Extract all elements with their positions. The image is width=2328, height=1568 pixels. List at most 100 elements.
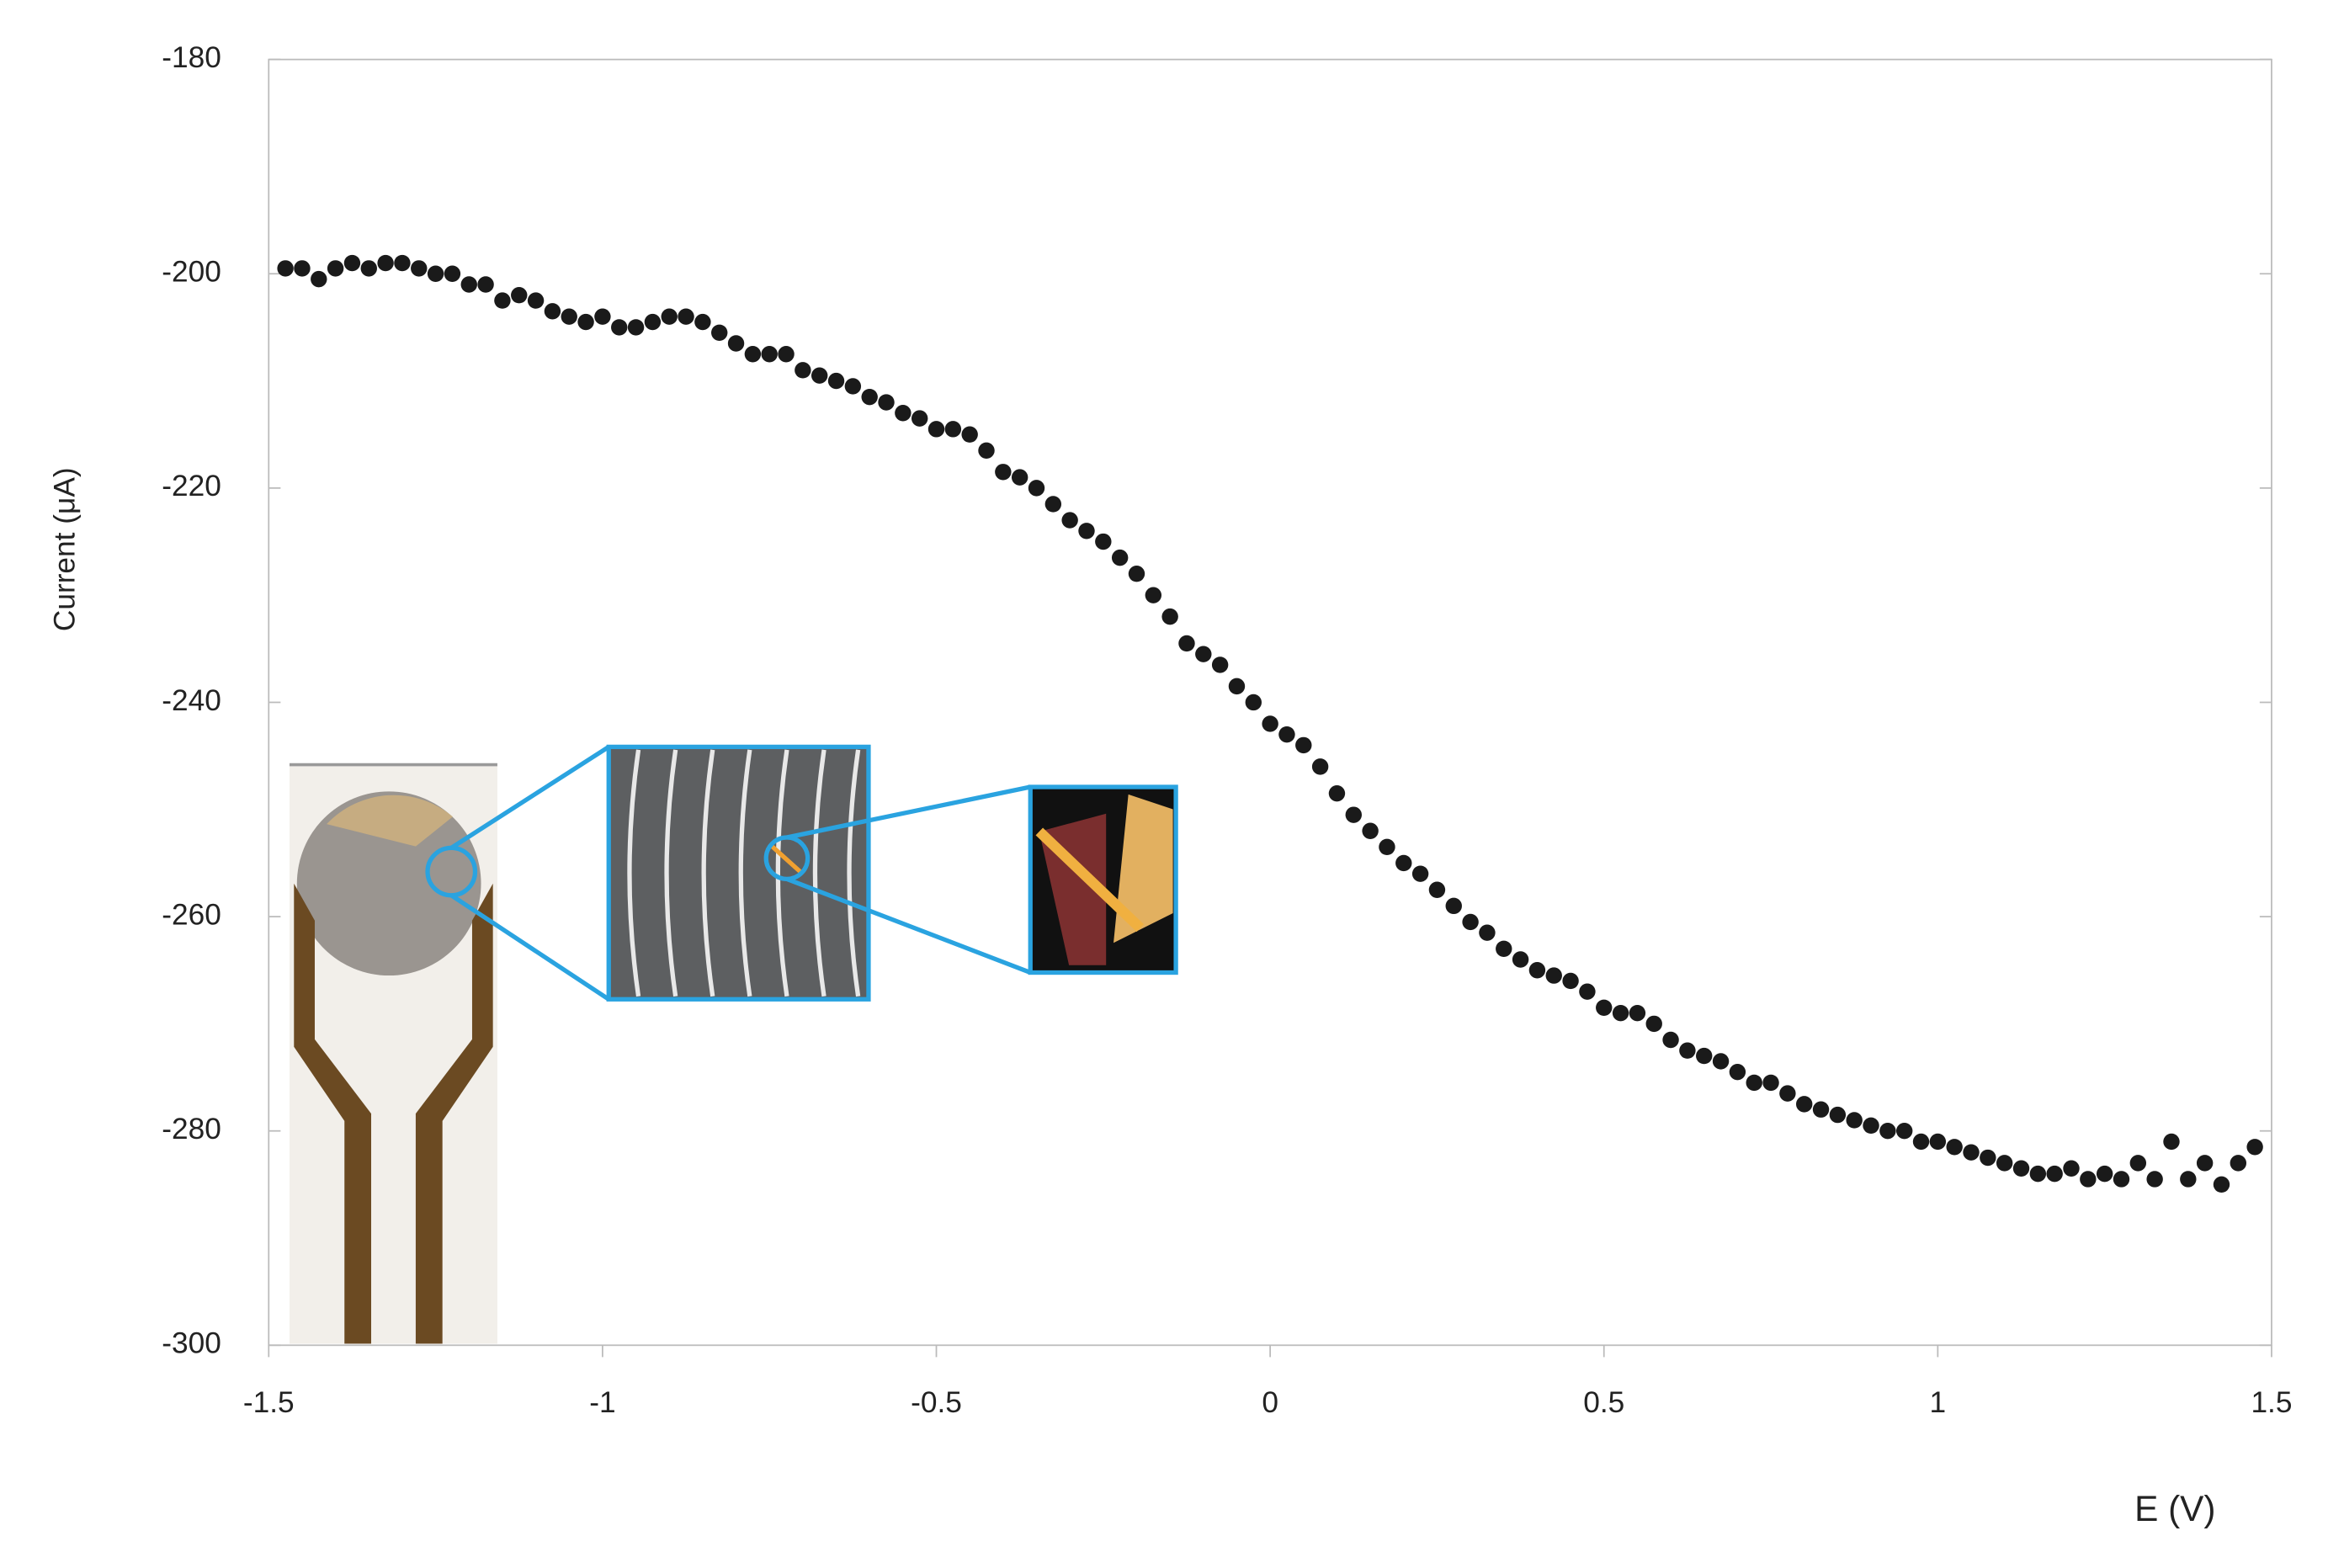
data-point <box>1228 678 1246 695</box>
y-tick-label: -280 <box>162 1113 221 1145</box>
data-point <box>878 394 895 411</box>
data-point <box>1912 1133 1930 1151</box>
zoom-line <box>785 876 1032 975</box>
data-point <box>277 260 294 277</box>
data-point <box>1796 1096 1813 1113</box>
data-point <box>844 378 862 395</box>
data-point <box>1128 566 1145 582</box>
data-point <box>427 265 444 282</box>
data-point <box>1679 1042 1696 1059</box>
data-point <box>1528 962 1546 979</box>
data-point <box>2129 1155 2147 1172</box>
x-tick-label: -1 <box>589 1386 615 1419</box>
data-point <box>2012 1160 2030 1177</box>
data-point <box>694 313 711 331</box>
y-axis-label: Current (μA) <box>49 467 82 631</box>
data-point <box>444 265 461 282</box>
data-point <box>1846 1112 1863 1129</box>
data-point <box>995 464 1012 481</box>
electrode-track <box>415 883 493 1344</box>
data-point <box>2046 1165 2063 1183</box>
data-point <box>1946 1139 1963 1156</box>
data-point <box>1211 656 1229 673</box>
data-point <box>2180 1171 2197 1188</box>
data-point <box>311 270 327 288</box>
data-point <box>1895 1122 1913 1140</box>
data-point <box>1078 523 1095 539</box>
data-point <box>1362 822 1379 839</box>
data-point <box>1028 480 1045 497</box>
data-point <box>411 260 428 277</box>
sem-fingers <box>627 749 861 997</box>
data-point <box>1729 1063 1746 1081</box>
data-point <box>1662 1031 1679 1049</box>
data-point <box>678 308 694 325</box>
data-point <box>477 276 494 293</box>
zoom-line <box>786 784 1031 840</box>
y-tick-label: -220 <box>162 470 221 502</box>
data-point <box>811 367 828 384</box>
data-point <box>1596 999 1613 1016</box>
data-point <box>1195 646 1212 662</box>
data-point <box>1311 758 1329 775</box>
data-point <box>644 313 662 331</box>
data-point <box>895 405 912 422</box>
data-point <box>2196 1155 2214 1172</box>
data-point <box>1980 1149 1996 1167</box>
data-point <box>1428 881 1446 898</box>
data-point <box>1245 694 1262 711</box>
data-point <box>1562 972 1579 990</box>
data-point <box>2029 1165 2047 1183</box>
data-point <box>1629 1004 1646 1022</box>
data-point <box>1963 1144 1980 1161</box>
data-point <box>1645 1015 1662 1033</box>
data-point <box>1178 635 1195 652</box>
data-point <box>594 308 611 325</box>
data-point <box>343 254 361 272</box>
x-axis-label: E (V) <box>2134 1489 2215 1528</box>
data-point <box>861 388 878 406</box>
y-tick-label: -240 <box>162 684 221 717</box>
data-point <box>1345 806 1362 823</box>
data-point <box>911 410 928 427</box>
data-point <box>577 313 594 331</box>
nanowire <box>770 844 804 875</box>
y-tick-label: -200 <box>162 256 221 289</box>
data-point <box>1746 1074 1762 1092</box>
data-point <box>2213 1176 2230 1193</box>
data-point <box>327 260 344 277</box>
data-point <box>1779 1085 1796 1102</box>
data-point <box>827 372 845 390</box>
data-point <box>795 362 811 379</box>
data-point <box>1411 865 1429 882</box>
data-point <box>2080 1171 2097 1188</box>
data-point <box>778 346 795 363</box>
data-point <box>1278 726 1295 743</box>
data-point <box>1295 736 1312 754</box>
data-point <box>1512 951 1529 968</box>
x-tick-label: 1.5 <box>2251 1386 2292 1419</box>
y-tick-label: -180 <box>162 41 221 74</box>
zoom-line <box>449 745 610 850</box>
data-point <box>1812 1101 1830 1118</box>
data-point <box>394 254 411 272</box>
data-point <box>1095 533 1112 550</box>
data-point <box>761 346 778 363</box>
y-tick-label: -300 <box>162 1327 221 1360</box>
data-point <box>661 308 678 325</box>
zoom-line <box>449 893 610 1002</box>
data-point <box>727 335 745 352</box>
data-point <box>377 254 394 272</box>
data-point <box>1762 1074 1779 1092</box>
data-point <box>2230 1155 2247 1172</box>
data-point <box>460 276 477 293</box>
electrode-glow <box>327 795 454 847</box>
x-tick-label: -1.5 <box>243 1386 295 1419</box>
data-point <box>711 324 728 341</box>
data-point <box>360 260 377 277</box>
data-point <box>1061 512 1078 529</box>
data-point <box>1996 1155 2013 1172</box>
data-point <box>1161 608 1178 625</box>
data-point <box>1011 469 1028 486</box>
